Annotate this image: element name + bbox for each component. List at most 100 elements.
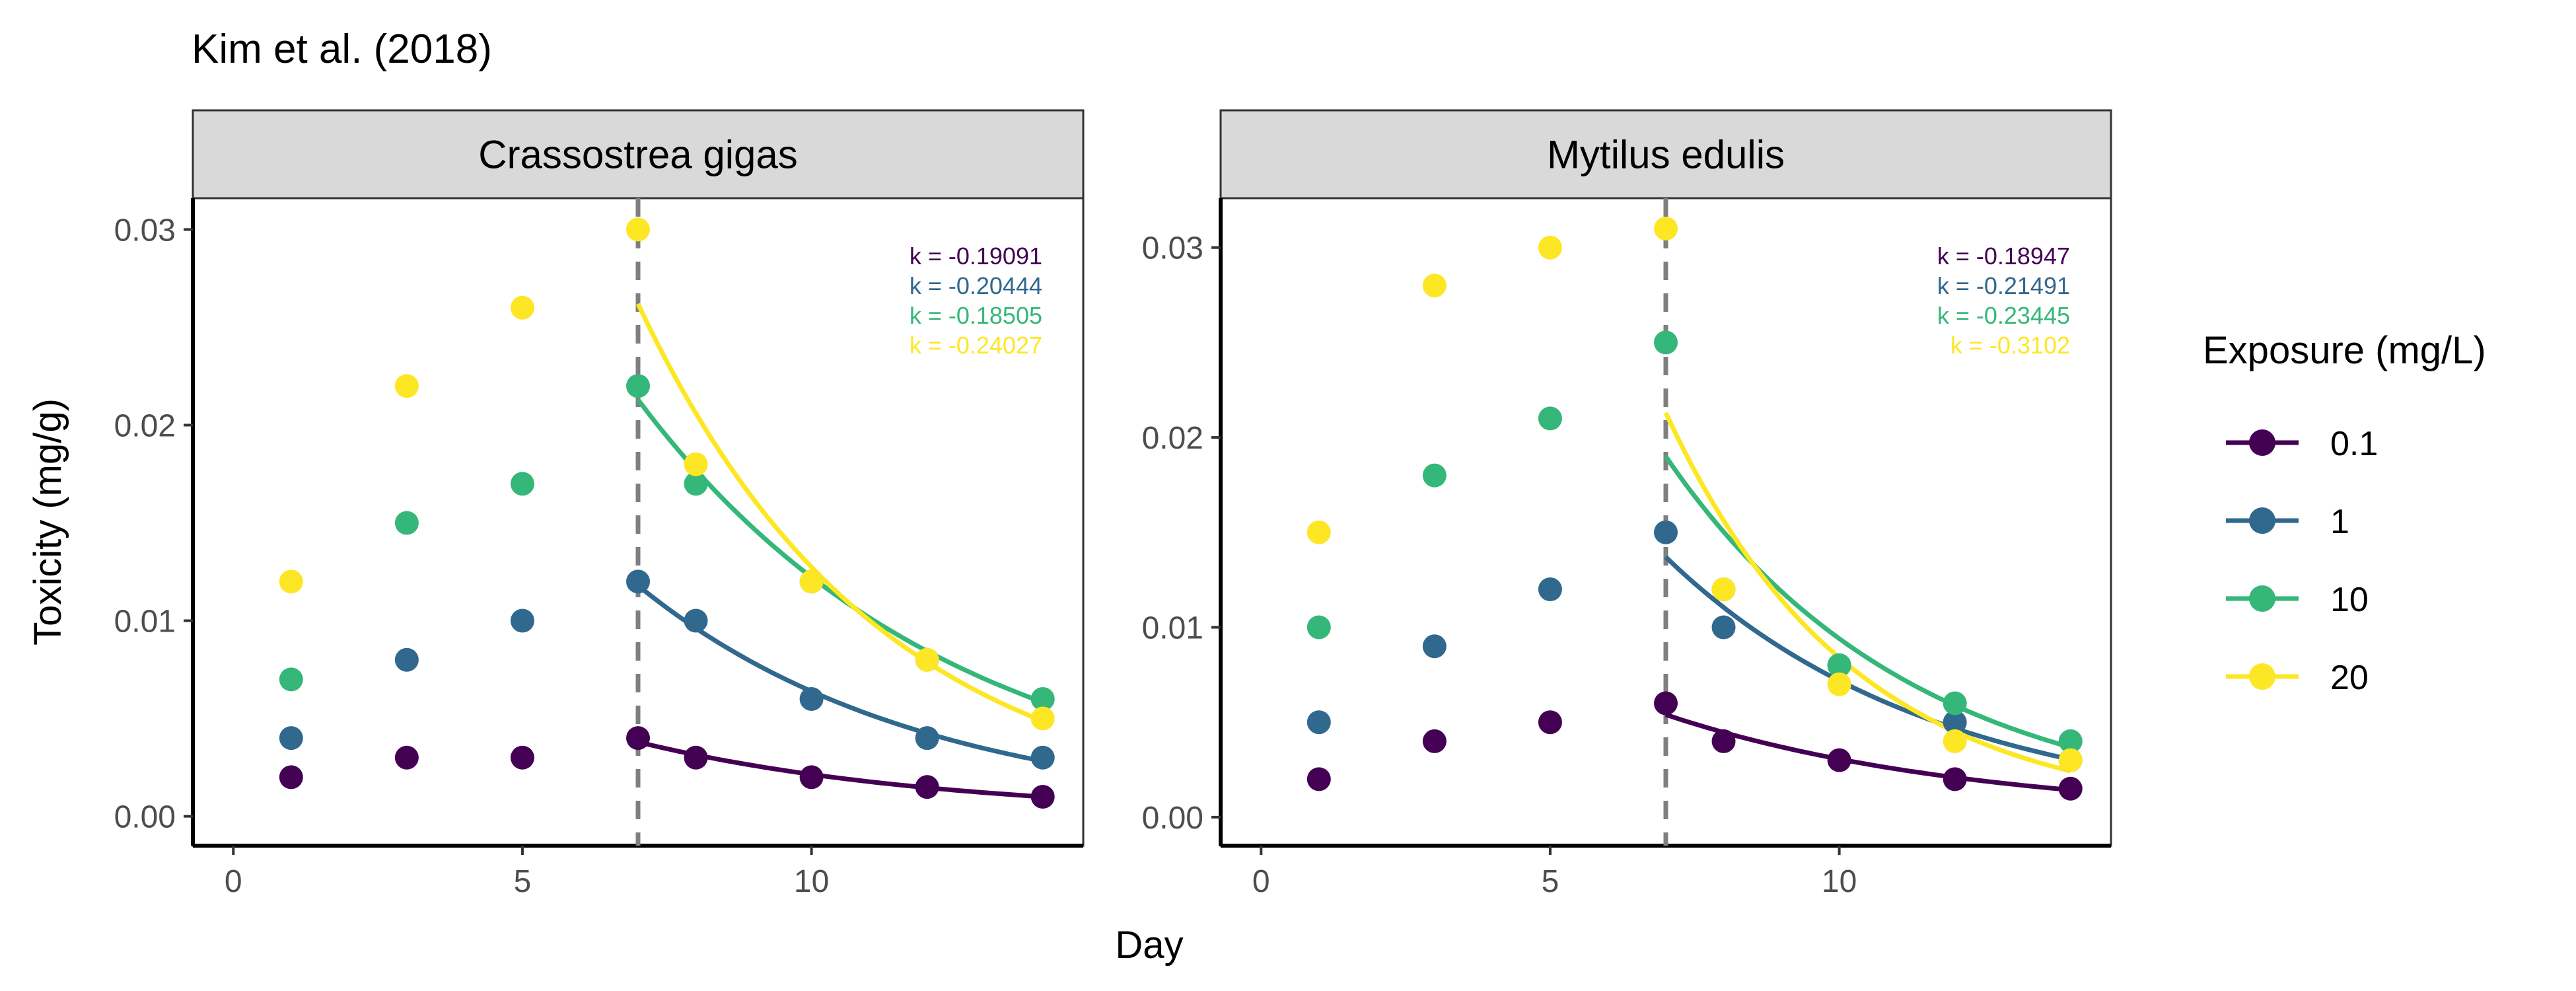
point-10 xyxy=(1654,330,1678,355)
point-1 xyxy=(1422,634,1447,659)
y-tick-label: 0.01 xyxy=(1142,611,1203,646)
point-10 xyxy=(684,472,708,496)
point-10 xyxy=(279,667,303,692)
panel-strip xyxy=(1219,109,2112,200)
point-10 xyxy=(1827,653,1851,677)
point-1 xyxy=(684,608,708,633)
x-tick-label: 5 xyxy=(1542,864,1559,899)
point-10 xyxy=(510,472,534,496)
panels: Crassostrea gigas 0.00 0.01 0.02 0.03 0 5 10 k =… xyxy=(114,109,2112,899)
legend-item: 1 xyxy=(2226,503,2349,541)
point-0.1 xyxy=(915,775,939,799)
point-0.1 xyxy=(626,726,650,751)
legend-key-point xyxy=(2249,507,2275,534)
legend-item: 0.1 xyxy=(2226,425,2378,463)
point-0.1 xyxy=(1538,710,1562,735)
point-10 xyxy=(1538,406,1562,431)
y-tick-label: 0.02 xyxy=(1142,421,1203,456)
point-20 xyxy=(1827,672,1851,696)
panel-1: Crassostrea gigas 0.00 0.01 0.02 0.03 0 5 10 k =… xyxy=(114,109,1085,899)
x-tick-label: 0 xyxy=(1252,864,1270,899)
point-10 xyxy=(2058,729,2083,753)
point-10 xyxy=(626,374,650,398)
point-0.1 xyxy=(279,765,303,789)
point-0.1 xyxy=(1306,767,1331,791)
point-0.1 xyxy=(799,765,824,789)
k-annotation: k = -0.18505 xyxy=(910,302,1042,329)
k-annotation: k = -0.21491 xyxy=(1937,272,2070,299)
k-annotation: k = -0.19091 xyxy=(910,242,1042,270)
y-axis-label: Toxicity (mg/g) xyxy=(26,398,69,645)
point-20 xyxy=(1943,729,1967,753)
point-20 xyxy=(510,295,534,320)
k-annotation: k = -0.24027 xyxy=(910,332,1042,359)
point-10 xyxy=(1030,686,1055,711)
point-20 xyxy=(799,569,824,594)
point-20 xyxy=(2058,748,2083,772)
point-20 xyxy=(1306,520,1331,544)
x-axis-label: Day xyxy=(1115,924,1183,967)
point-20 xyxy=(1422,274,1447,298)
panel-strip xyxy=(192,109,1085,200)
legend-key-point xyxy=(2249,663,2275,690)
legend-label: 1 xyxy=(2330,503,2349,541)
point-0.1 xyxy=(1422,729,1447,753)
point-20 xyxy=(684,452,708,476)
point-0.1 xyxy=(1654,691,1678,716)
point-1 xyxy=(510,608,534,633)
point-20 xyxy=(394,374,419,398)
legend-items: 0.1 1 10 20 xyxy=(2226,425,2378,697)
legend-label: 0.1 xyxy=(2330,425,2378,463)
point-20 xyxy=(626,217,650,242)
legend-key-point xyxy=(2249,585,2275,612)
point-0.1 xyxy=(1030,784,1055,809)
y-tick-label: 0.02 xyxy=(114,408,176,443)
k-annotation: k = -0.20444 xyxy=(910,272,1042,299)
point-1 xyxy=(915,726,939,751)
point-20 xyxy=(279,569,303,594)
y-tick-label: 0.00 xyxy=(114,800,176,835)
point-0.1 xyxy=(1827,748,1851,772)
point-1 xyxy=(1654,520,1678,544)
point-1 xyxy=(279,726,303,751)
point-20 xyxy=(1538,235,1562,260)
x-tick-label: 10 xyxy=(1822,864,1857,899)
x-tick-label: 5 xyxy=(514,864,532,899)
point-20 xyxy=(915,647,939,672)
k-annotation: k = -0.23445 xyxy=(1937,302,2070,329)
point-0.1 xyxy=(684,745,708,770)
point-1 xyxy=(1306,710,1331,735)
point-0.1 xyxy=(394,745,419,770)
y-tick-label: 0.00 xyxy=(1142,801,1203,836)
figure-title: Kim et al. (2018) xyxy=(192,26,492,72)
panel-title: Crassostrea gigas xyxy=(478,133,798,177)
fit-curve-10 xyxy=(1664,455,2071,750)
panel-2: Mytilus edulis 0.00 0.01 0.02 0.03 0 5 10 k = -0… xyxy=(1142,109,2112,899)
point-0.1 xyxy=(2058,776,2083,801)
y-tick-label: 0.03 xyxy=(1142,231,1203,266)
panel-title: Mytilus edulis xyxy=(1547,133,1785,177)
x-tick-label: 0 xyxy=(225,864,242,899)
k-annotation: k = -0.3102 xyxy=(1950,332,2070,359)
fit-curve-10 xyxy=(636,398,1044,705)
point-20 xyxy=(1654,216,1678,240)
y-tick-label: 0.03 xyxy=(114,213,176,248)
point-10 xyxy=(394,511,419,535)
point-0.1 xyxy=(1711,729,1736,753)
legend-title: Exposure (mg/L) xyxy=(2203,329,2486,372)
point-10 xyxy=(1306,615,1331,640)
legend: Exposure (mg/L) 0.1 1 10 20 xyxy=(2203,329,2486,697)
fit-curve-1 xyxy=(636,583,1044,764)
fit-curve-20 xyxy=(1663,412,2071,774)
legend-item: 10 xyxy=(2226,581,2369,619)
y-tick-label: 0.01 xyxy=(114,605,176,640)
point-1 xyxy=(1943,710,1967,735)
x-tick-label: 10 xyxy=(794,864,829,899)
point-0.1 xyxy=(1943,767,1967,791)
point-20 xyxy=(1711,577,1736,602)
fit-curve-20 xyxy=(635,303,1044,723)
point-10 xyxy=(1943,691,1967,716)
legend-key-point xyxy=(2249,429,2275,456)
point-10 xyxy=(1422,463,1447,488)
point-0.1 xyxy=(510,745,534,770)
